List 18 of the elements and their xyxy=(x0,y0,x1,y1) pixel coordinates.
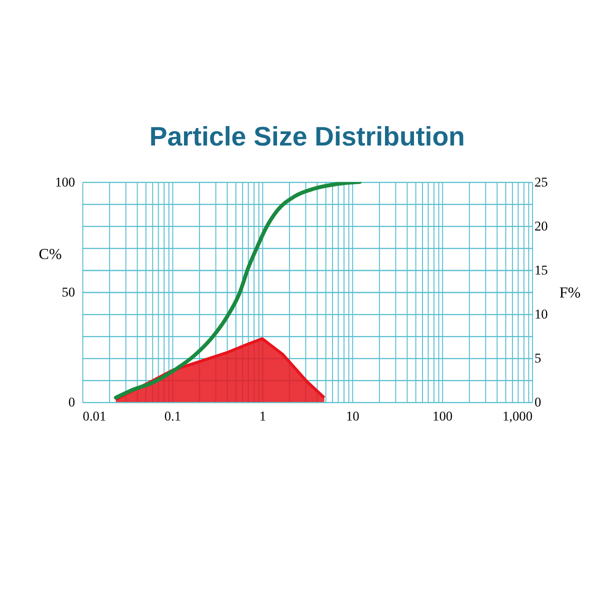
y-tick-label: 0 xyxy=(68,394,76,410)
x-tick-label: 0.01 xyxy=(82,408,106,424)
y2-tick-label: 10 xyxy=(534,306,548,322)
x-tick-label: 0.1 xyxy=(164,408,182,424)
y-tick-label: 100 xyxy=(55,174,76,190)
x-tick-label: 10 xyxy=(346,408,360,424)
y2-tick-label: 5 xyxy=(534,350,542,366)
y-tick-label: 50 xyxy=(62,284,76,300)
x-tick-label: 1,000 xyxy=(502,408,533,424)
chart-title: Particle Size Distribution xyxy=(149,122,465,152)
x-tick-label: 100 xyxy=(432,408,453,424)
y2-tick-label: 15 xyxy=(534,262,548,278)
x-tick-label: 1 xyxy=(259,408,266,424)
y2-tick-label: 0 xyxy=(534,394,542,410)
y-axis-title: C% xyxy=(38,246,62,264)
y2-tick-label: 25 xyxy=(534,174,548,190)
y2-axis-title: F% xyxy=(559,284,581,302)
y2-tick-label: 20 xyxy=(534,218,548,234)
